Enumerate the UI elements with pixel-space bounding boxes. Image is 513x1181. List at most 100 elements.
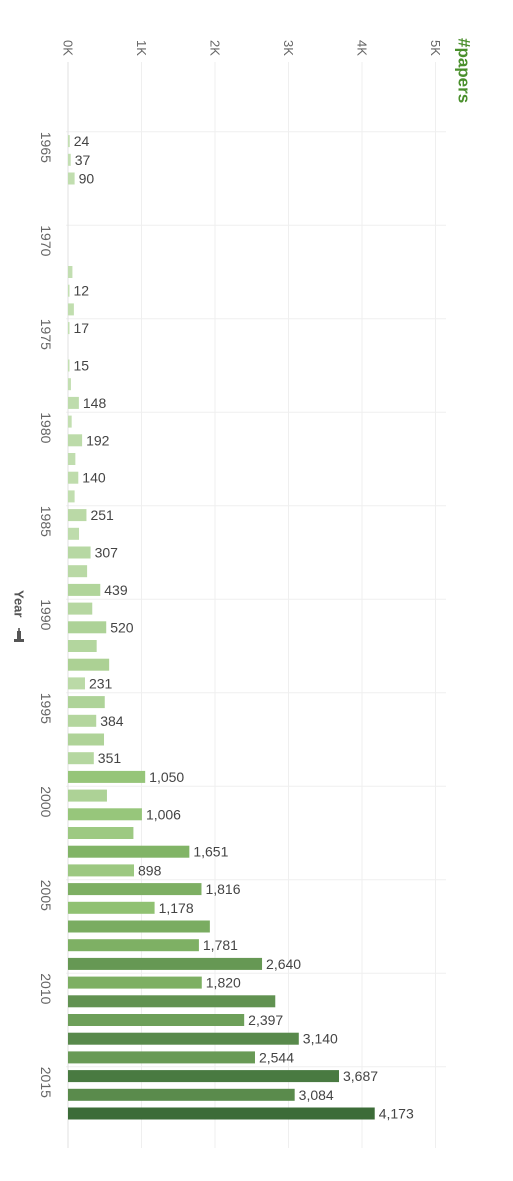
data-label-2003: 1,651 xyxy=(193,844,228,860)
year-tick-label: 2010 xyxy=(38,973,54,1004)
bar-1978[interactable] xyxy=(68,378,71,391)
bar-1983[interactable] xyxy=(68,471,79,484)
bar-1975[interactable] xyxy=(68,322,70,335)
bar-1966[interactable] xyxy=(68,153,71,166)
year-tick-label: 1980 xyxy=(38,412,54,443)
bar-1989[interactable] xyxy=(68,583,101,596)
bar-1996[interactable] xyxy=(68,714,97,727)
bar-1967[interactable] xyxy=(68,172,75,185)
bar-1982[interactable] xyxy=(68,453,76,465)
year-tick-label: 1995 xyxy=(38,693,54,724)
measure-title-text: #papers xyxy=(455,38,474,103)
bar-1999[interactable] xyxy=(68,770,146,783)
bar-2002[interactable] xyxy=(68,827,134,839)
bar-2004[interactable] xyxy=(68,864,135,877)
bar-1997[interactable] xyxy=(68,733,105,746)
data-label-1991: 520 xyxy=(110,619,134,635)
data-label-1975: 17 xyxy=(74,320,90,336)
bar-1985[interactable] xyxy=(68,509,87,522)
year-tick-label: 1970 xyxy=(38,225,54,256)
bar-1993[interactable] xyxy=(68,658,110,671)
bar-2016[interactable] xyxy=(68,1088,295,1101)
bar-2001[interactable] xyxy=(68,808,142,821)
bar-1992[interactable] xyxy=(68,640,97,652)
data-label-1987: 307 xyxy=(95,545,119,561)
year-tick: 1980 xyxy=(38,412,54,443)
x-tick-label: 5K xyxy=(428,40,443,56)
year-tick-label: 1965 xyxy=(38,132,54,163)
data-label-1983: 140 xyxy=(82,470,106,486)
bar-2003[interactable] xyxy=(68,845,190,858)
x-tick: 2K xyxy=(208,40,223,56)
x-tick-label: 1K xyxy=(134,40,149,56)
bar-2017[interactable] xyxy=(68,1107,375,1120)
data-label-1979: 148 xyxy=(83,395,107,411)
bar-2006[interactable] xyxy=(68,901,155,914)
bar-1984[interactable] xyxy=(68,490,75,503)
bar-1998[interactable] xyxy=(68,752,94,765)
pin-icon[interactable] xyxy=(14,628,24,642)
bar-1979[interactable] xyxy=(68,396,79,409)
dimension-title-text: Year xyxy=(12,590,27,617)
data-label-2016: 3,084 xyxy=(299,1087,334,1103)
data-label-2005: 1,816 xyxy=(205,881,240,897)
data-label-1973: 12 xyxy=(74,283,90,299)
bar-2012[interactable] xyxy=(68,1014,245,1026)
data-label-1966: 37 xyxy=(75,152,91,168)
bar-2005[interactable] xyxy=(68,883,202,896)
bar-2008[interactable] xyxy=(68,939,199,952)
bar-2010[interactable] xyxy=(68,976,202,989)
data-label-2006: 1,178 xyxy=(159,900,194,916)
bar-2015[interactable] xyxy=(68,1070,339,1083)
bar-1965[interactable] xyxy=(68,135,70,148)
year-tick: 1965 xyxy=(38,132,54,163)
data-label-2013: 3,140 xyxy=(303,1031,338,1047)
bar-1980[interactable] xyxy=(68,415,72,428)
data-label-1967: 90 xyxy=(79,171,95,187)
x-tick-label: 4K xyxy=(355,40,370,56)
year-axis-ticks: 1965 1970 1975 1980 1985 1990 1995 2000 2005 2010… xyxy=(38,132,54,1098)
bar-1977[interactable] xyxy=(68,359,70,372)
bar-1986[interactable] xyxy=(68,527,80,540)
data-label-2001: 1,006 xyxy=(146,806,181,822)
bar-2014[interactable] xyxy=(68,1051,255,1064)
year-tick: 2005 xyxy=(38,880,54,911)
data-label-2008: 1,781 xyxy=(203,937,238,953)
bar-2013[interactable] xyxy=(68,1032,299,1045)
year-tick: 2010 xyxy=(38,973,54,1004)
year-tick: 1970 xyxy=(38,225,54,256)
year-tick-label: 2015 xyxy=(38,1067,54,1098)
x-tick: 5K xyxy=(428,40,443,56)
data-label-1985: 251 xyxy=(90,507,114,523)
bar-2007[interactable] xyxy=(68,920,210,933)
year-tick: 1985 xyxy=(38,506,54,537)
year-tick-label: 1990 xyxy=(38,599,54,630)
data-label-2004: 898 xyxy=(138,862,162,878)
year-tick: 1990 xyxy=(38,599,54,630)
year-tick: 1975 xyxy=(38,319,54,350)
data-label-1998: 351 xyxy=(98,750,122,766)
bar-1974[interactable] xyxy=(68,303,74,316)
bar-1990[interactable] xyxy=(68,602,93,615)
bar-1988[interactable] xyxy=(68,565,88,578)
measure-title: #papers xyxy=(455,38,474,103)
bar-1991[interactable] xyxy=(68,621,107,634)
bar-2009[interactable] xyxy=(68,957,263,970)
data-labels: 24 37 90 12 17 15 148 192 140 251 307 439 520 231 384 3… xyxy=(74,133,414,1121)
data-label-1989: 439 xyxy=(104,582,128,598)
x-tick: 1K xyxy=(134,40,149,56)
data-label-2014: 2,544 xyxy=(259,1049,294,1065)
bar-2011[interactable] xyxy=(68,995,276,1008)
bar-2000[interactable] xyxy=(68,789,107,802)
bar-1995[interactable] xyxy=(68,696,105,709)
bar-1972[interactable] xyxy=(68,266,73,278)
data-label-2009: 2,640 xyxy=(266,956,301,972)
x-tick: 0K xyxy=(61,40,76,56)
x-tick-label: 0K xyxy=(61,40,76,56)
data-label-1977: 15 xyxy=(74,358,90,374)
x-tick-label: 2K xyxy=(208,40,223,56)
bar-1973[interactable] xyxy=(68,284,70,297)
bar-1994[interactable] xyxy=(68,677,85,690)
bar-1981[interactable] xyxy=(68,434,83,447)
bar-1987[interactable] xyxy=(68,546,91,559)
